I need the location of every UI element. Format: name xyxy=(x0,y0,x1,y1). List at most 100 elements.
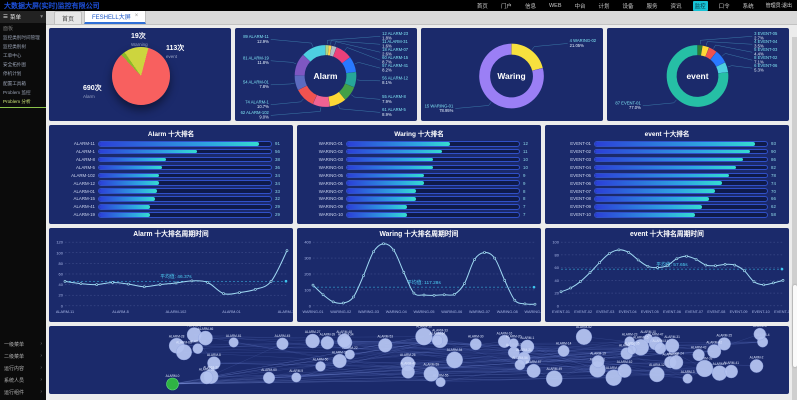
sidebar-bottom-item[interactable]: 运行组件 › xyxy=(4,389,42,396)
nav-item-服务[interactable]: 服务 xyxy=(646,3,658,10)
svg-text:300: 300 xyxy=(304,256,311,261)
tab-feshell-label: FESHELL大屏 xyxy=(92,14,131,21)
svg-text:400: 400 xyxy=(304,240,311,245)
sidebar-item[interactable]: 安全拓扑图 xyxy=(3,62,26,68)
svg-text:20: 20 xyxy=(59,293,64,298)
nav-item-监控[interactable]: 监控 xyxy=(692,0,708,11)
svg-text:event 十大排名周期时间: event 十大排名周期时间 xyxy=(630,229,704,238)
chevron-down-icon: ▾ xyxy=(40,14,43,20)
bar-row: WARING-09 7 xyxy=(318,204,526,210)
nav-item-设备[interactable]: 设备 xyxy=(622,3,634,10)
waring-donut-panel: Waring 4 WARING-02 21.05% 15 WARING-01 78.95… xyxy=(421,28,603,121)
sidebar-item[interactable]: 监控类别树 xyxy=(3,43,26,49)
svg-text:WARING-08: WARING-08 xyxy=(497,310,518,314)
sidebar-item[interactable]: Problem 监控 xyxy=(3,89,31,95)
svg-text:EVENT-05: EVENT-05 xyxy=(641,310,659,314)
sidebar-item[interactable]: 停机计划 xyxy=(3,71,22,77)
nav-item-中台[interactable]: 中台 xyxy=(574,3,586,10)
svg-text:EVENT-04: EVENT-04 xyxy=(619,310,638,314)
bar-row: EVENT-09 62 xyxy=(570,204,776,210)
svg-text:ALARM-0: ALARM-0 xyxy=(166,374,180,378)
sidebar-item[interactable]: 工单中心 xyxy=(3,52,22,58)
svg-text:ALARM-52: ALARM-52 xyxy=(576,326,592,329)
svg-text:ALARM-19: ALARM-19 xyxy=(278,310,293,314)
bar-row: EVENT-05 78 xyxy=(570,172,776,179)
svg-text:ALARM-01: ALARM-01 xyxy=(222,310,241,314)
sidebar-bottom-item[interactable]: 系统人员 › xyxy=(4,377,42,384)
svg-text:12 ALARM-231.8%: 12 ALARM-23 1.8% xyxy=(382,31,409,41)
svg-text:ALARM-29: ALARM-29 xyxy=(619,344,635,348)
svg-text:EVENT-02: EVENT-02 xyxy=(574,310,592,314)
sidebar-bottom-item[interactable]: 一级菜单 › xyxy=(4,341,42,348)
svg-text:ALARM-1: ALARM-1 xyxy=(520,336,534,340)
svg-text:Waring 十大排名周期时间: Waring 十大排名周期时间 xyxy=(380,229,459,238)
svg-text:平均值: 46.37s: 平均值: 46.37s xyxy=(160,273,192,280)
svg-text:ALARM-35: ALARM-35 xyxy=(624,342,640,346)
svg-text:ALARM-15: ALARM-15 xyxy=(633,335,649,339)
sidebar-item[interactable]: Problem 分析 xyxy=(0,97,46,109)
svg-text:18 ALARM-072.6%: 18 ALARM-07 2.6% xyxy=(382,47,409,57)
bar-row: WARING-07 8 xyxy=(318,188,526,194)
nav-item-计划[interactable]: 计划 xyxy=(598,3,610,10)
svg-text:80: 80 xyxy=(555,252,560,257)
svg-text:60: 60 xyxy=(555,265,560,270)
svg-text:ALARM-50: ALARM-50 xyxy=(313,358,329,362)
svg-text:Waring: Waring xyxy=(497,71,525,81)
alarm-cycle-panel: Alarm 十大排名周期时间 0 20 40 60 80 100 120 ALARM-11 ALA… xyxy=(49,228,293,322)
chevron-right-icon: › xyxy=(40,341,42,347)
pie-callout-event: 113次 event xyxy=(166,45,185,59)
nav-item-门户[interactable]: 门户 xyxy=(500,3,512,10)
tab-feshell[interactable]: FESHELL大屏 × xyxy=(84,9,147,24)
close-icon[interactable]: × xyxy=(134,13,139,19)
waring-donut-chart: Waring 4 WARING-02 21.05% 15 WARING-01 78.95… xyxy=(425,38,597,113)
svg-text:WARING-02: WARING-02 xyxy=(330,310,351,314)
sidebar-item[interactable]: 配置工具箱 xyxy=(3,80,26,86)
svg-text:EVENT-08: EVENT-08 xyxy=(707,310,725,314)
tab-home[interactable]: 首页 xyxy=(54,11,83,24)
bar-row: ALARM-1 56 xyxy=(75,148,280,155)
svg-text:ALARM-8: ALARM-8 xyxy=(207,353,221,357)
svg-text:EVENT-09: EVENT-09 xyxy=(730,310,748,314)
sidebar-header[interactable]: ☰ 菜单 ▾ xyxy=(0,11,46,23)
nav-item-口令[interactable]: 口令 xyxy=(718,3,730,10)
chevron-right-icon: › xyxy=(40,353,42,359)
svg-text:Alarm: Alarm xyxy=(314,71,338,81)
svg-text:54 ALARM-017.8%: 54 ALARM-01 7.8% xyxy=(243,80,270,90)
svg-text:ALARM-60: ALARM-60 xyxy=(261,368,277,372)
nav-item-信息[interactable]: 信息 xyxy=(524,3,536,10)
bar-row: ALARM-102 34 xyxy=(71,172,280,179)
svg-text:WARING-06: WARING-06 xyxy=(441,310,462,314)
bar-row: ALARM-8 38 xyxy=(75,156,280,163)
bar-row: ALARM-12 34 xyxy=(73,180,280,186)
svg-text:100: 100 xyxy=(56,250,63,255)
svg-text:ALARM-40: ALARM-40 xyxy=(400,362,416,366)
nav-item-WEB[interactable]: WEB xyxy=(548,2,562,9)
svg-text:event: event xyxy=(686,71,708,81)
svg-text:ALARM-20: ALARM-20 xyxy=(506,335,522,339)
nav-item-首页[interactable]: 首页 xyxy=(476,3,488,10)
bar-row: EVENT-08 66 xyxy=(570,196,776,202)
bar-row: WARING-10 7 xyxy=(318,212,526,218)
svg-text:200: 200 xyxy=(304,271,311,276)
scrollbar-thumb[interactable] xyxy=(792,285,797,367)
scrollbar[interactable] xyxy=(792,37,797,400)
svg-text:ALARM-59: ALARM-59 xyxy=(423,363,439,367)
pie-callout-warning: 19次 Warning xyxy=(131,33,148,47)
svg-text:0: 0 xyxy=(61,303,64,308)
sidebar-bottom-item[interactable]: 二级菜单 › xyxy=(4,353,42,360)
svg-text:ALARM-46: ALARM-46 xyxy=(198,327,214,331)
svg-text:40: 40 xyxy=(555,278,560,283)
sidebar-bottom-item[interactable]: 运行内容 › xyxy=(4,365,42,372)
nav-item-系统[interactable]: 系统 xyxy=(742,3,754,10)
svg-text:ALARM-49: ALARM-49 xyxy=(546,367,562,371)
svg-text:ALARM-11: ALARM-11 xyxy=(56,310,74,314)
sidebar-item[interactable]: 监控类别时间管理 xyxy=(3,34,40,40)
bar-row: EVENT-03 86 xyxy=(570,156,776,163)
svg-text:60 ALARM-158.7%: 60 ALARM-15 8.7% xyxy=(382,55,409,65)
bar-row: ALARM-11 91 xyxy=(73,141,280,147)
user-logout-link[interactable]: 管理员:退出 xyxy=(765,3,792,9)
nav-item-资讯[interactable]: 资讯 xyxy=(670,3,682,10)
svg-text:EVENT-07: EVENT-07 xyxy=(685,310,703,314)
